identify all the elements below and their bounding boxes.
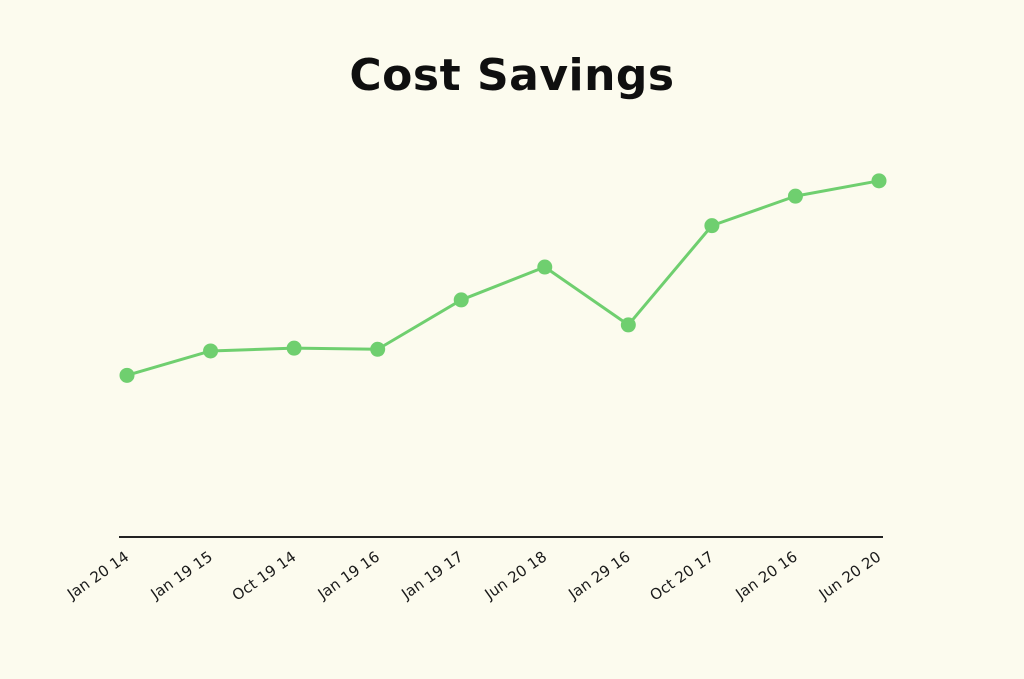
x-tick-label: Jan 19 15 [147,548,216,604]
data-point [453,292,469,308]
data-points [119,173,887,383]
chart-title: Cost Savings [349,50,675,101]
x-tick-label: Oct 20 17 [647,548,718,605]
data-point [537,259,553,275]
data-point [286,340,302,356]
x-tick-label: Oct 19 14 [229,548,300,605]
data-point [620,317,636,333]
data-point [119,367,135,383]
x-tick-labels: Jan 20 14 Jan 19 15 Oct 19 14 Jan 19 16 Jan … [63,548,884,605]
x-tick-label: Jan 19 17 [397,548,466,604]
data-point [203,343,219,359]
x-tick-label: Jan 20 14 [63,548,132,604]
data-point [704,218,720,234]
series-line [126,179,880,377]
x-tick-label: Jan 29 16 [564,548,633,604]
x-tick-label: Jan 20 16 [732,548,801,604]
x-tick-label: Jan 19 16 [314,548,383,604]
x-tick-label: Jun 20 20 [815,548,884,604]
data-point [370,341,386,357]
data-point [871,173,887,189]
data-point [787,188,803,204]
x-tick-label: Jun 20 18 [481,548,550,604]
